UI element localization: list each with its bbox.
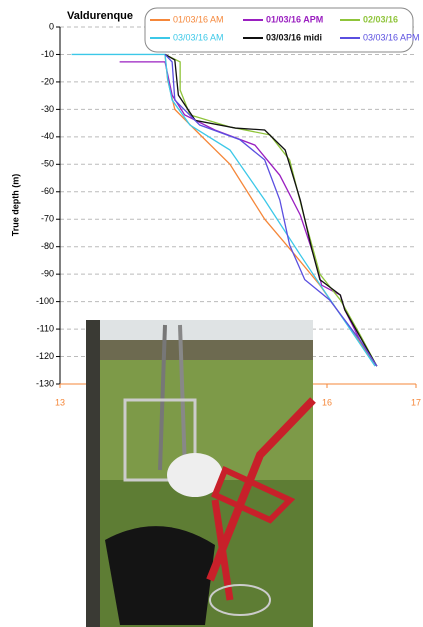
x-tick-label: 13 xyxy=(55,397,65,407)
series-line xyxy=(164,53,378,367)
y-tick-label: -70 xyxy=(41,214,54,224)
legend-label: 03/03/16 midi xyxy=(266,32,322,42)
series-line xyxy=(164,54,378,367)
y-tick-label: 0 xyxy=(49,21,54,31)
legend-label: 03/03/16 AM xyxy=(173,32,224,42)
y-tick-label: -120 xyxy=(36,351,54,361)
legend-label: 01/03/16 APM xyxy=(266,14,323,24)
y-tick-label: -100 xyxy=(36,296,54,306)
y-tick-label: -60 xyxy=(41,186,54,196)
photo xyxy=(86,320,316,627)
y-axis-label: True depth (m) xyxy=(10,174,20,237)
y-tick-label: -130 xyxy=(36,378,54,388)
chart-title: Valdurenque xyxy=(67,10,133,22)
y-tick-label: -110 xyxy=(37,323,54,333)
y-tick-label: -50 xyxy=(41,159,54,169)
y-tick-label: -20 xyxy=(41,76,54,86)
legend-label: 01/03/16 AM xyxy=(173,14,224,24)
x-tick-label: 16 xyxy=(322,397,332,407)
legend-label: 03/03/16 APM xyxy=(363,32,420,42)
y-tick-label: -10 xyxy=(41,49,54,59)
y-tick-label: -90 xyxy=(41,269,54,279)
x-tick-label: 17 xyxy=(411,397,421,407)
y-tick-label: -40 xyxy=(41,131,54,141)
y-tick-label: -80 xyxy=(41,241,54,251)
series-line xyxy=(71,53,376,367)
y-tick-label: -30 xyxy=(41,104,54,114)
legend-label: 02/03/16 xyxy=(363,14,398,24)
legend: 01/03/16 AM 01/03/16 APM 02/03/16 03/03/16 … xyxy=(150,14,420,42)
